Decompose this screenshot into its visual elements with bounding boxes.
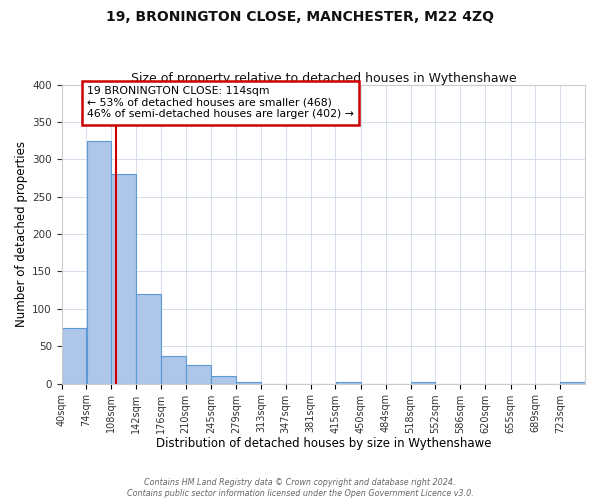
Text: Contains HM Land Registry data © Crown copyright and database right 2024.
Contai: Contains HM Land Registry data © Crown c…: [127, 478, 473, 498]
Bar: [161, 356, 185, 384]
Bar: [211, 376, 236, 384]
Bar: [560, 382, 585, 384]
X-axis label: Distribution of detached houses by size in Wythenshawe: Distribution of detached houses by size …: [155, 437, 491, 450]
Text: 19 BRONINGTON CLOSE: 114sqm
← 53% of detached houses are smaller (468)
46% of se: 19 BRONINGTON CLOSE: 114sqm ← 53% of det…: [87, 86, 354, 119]
Bar: [136, 294, 161, 384]
Bar: [62, 328, 86, 384]
Bar: [411, 382, 435, 384]
Bar: [186, 365, 211, 384]
Bar: [236, 382, 261, 384]
Y-axis label: Number of detached properties: Number of detached properties: [15, 141, 28, 327]
Bar: [335, 382, 361, 384]
Text: 19, BRONINGTON CLOSE, MANCHESTER, M22 4ZQ: 19, BRONINGTON CLOSE, MANCHESTER, M22 4Z…: [106, 10, 494, 24]
Bar: [86, 140, 111, 384]
Bar: [112, 174, 136, 384]
Title: Size of property relative to detached houses in Wythenshawe: Size of property relative to detached ho…: [131, 72, 516, 85]
